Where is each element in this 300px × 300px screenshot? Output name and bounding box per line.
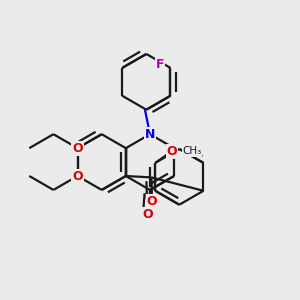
Text: O: O — [143, 208, 153, 221]
Text: O: O — [72, 169, 83, 182]
Text: O: O — [167, 145, 177, 158]
Text: O: O — [72, 142, 83, 154]
Text: CH₃: CH₃ — [182, 146, 202, 156]
Text: O: O — [147, 195, 157, 208]
Text: F: F — [156, 58, 164, 71]
Text: N: N — [145, 128, 155, 141]
